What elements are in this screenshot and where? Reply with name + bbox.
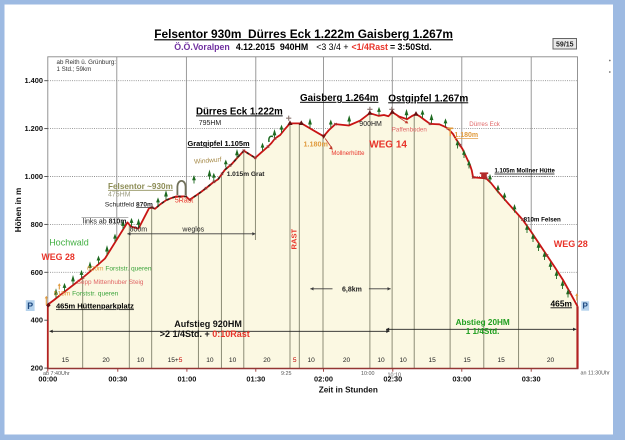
svg-text:03:30: 03:30 [522,375,541,384]
svg-text:Ostgipfel 1.267m: Ostgipfel 1.267m [388,93,468,104]
svg-text:RAST: RAST [290,228,299,249]
svg-text:Dürres Eck: Dürres Eck [469,121,501,128]
svg-text:Paffenboden: Paffenboden [392,126,428,133]
svg-text:15: 15 [62,357,70,364]
svg-text:02:00: 02:00 [314,375,333,384]
svg-text:5Rast: 5Rast [175,198,193,205]
svg-text:810m Felsen: 810m Felsen [524,216,561,223]
svg-text:10:00: 10:00 [361,371,375,377]
svg-text:P: P [27,301,33,311]
svg-text:620m Forststr. queren: 620m Forststr. queren [87,265,152,272]
svg-text:465m: 465m [551,298,572,308]
svg-text:Sepp Mittenhuber Steig: Sepp Mittenhuber Steig [77,279,144,286]
svg-text:Felsentor 930m Dürres Eck 1.2: Felsentor 930m Dürres Eck 1.222m Gaisber… [154,27,453,41]
svg-text:ab 7:40Uhr: ab 7:40Uhr [43,371,70,377]
svg-text:1.400: 1.400 [25,76,44,85]
svg-text:465m Hüttenparkplatz: 465m Hüttenparkplatz [56,301,134,310]
svg-text:00:30: 00:30 [108,375,127,384]
svg-text:400: 400 [31,316,43,325]
svg-text:515m Forststr. queren: 515m Forststr. queren [54,290,119,297]
svg-text:800: 800 [31,220,43,229]
svg-text:Hochwald: Hochwald [49,238,89,248]
svg-text:WEG 14: WEG 14 [369,140,407,151]
svg-text:10:10: 10:10 [388,373,402,379]
svg-text:795HM: 795HM [199,120,222,127]
svg-text:15: 15 [429,357,437,364]
svg-text:900HM: 900HM [359,121,382,128]
svg-text:Abstieg 20HM: Abstieg 20HM [456,318,510,327]
svg-text:Gaisberg 1.264m: Gaisberg 1.264m [300,93,379,104]
svg-text:800m: 800m [130,227,148,234]
svg-text:15+5: 15+5 [168,357,183,364]
svg-text:20: 20 [547,357,555,364]
svg-text:WEG 28: WEG 28 [554,239,588,249]
svg-text:1.015m Grat: 1.015m Grat [227,171,266,178]
svg-text:1.180m: 1.180m [454,132,478,139]
svg-text:1 Std.; 59km: 1 Std.; 59km [57,66,92,73]
svg-text:00:00: 00:00 [38,375,57,384]
svg-text:10: 10 [206,357,214,364]
svg-text:9:25: 9:25 [281,371,292,377]
svg-text:Höhen in m: Höhen in m [14,188,23,233]
svg-text:1.200: 1.200 [25,124,44,133]
svg-text:ab Reith ü. Grünburg:: ab Reith ü. Grünburg: [57,59,117,66]
svg-text:Mollnerhütte: Mollnerhütte [331,151,365,157]
svg-text:15: 15 [463,357,471,364]
svg-text:10: 10 [137,357,145,364]
svg-text:1 1/4Std.: 1 1/4Std. [466,327,500,336]
svg-text:1.000: 1.000 [25,172,44,181]
svg-text:WEG 28: WEG 28 [42,252,75,262]
svg-text:15: 15 [498,357,506,364]
svg-text:Schuttfeld 870m: Schuttfeld 870m [105,201,153,208]
svg-text:03:00: 03:00 [452,375,471,384]
svg-text:1.105m Mollner Hütte: 1.105m Mollner Hütte [495,168,556,174]
svg-text:Dürres Eck 1.222m: Dürres Eck 1.222m [196,106,283,117]
svg-text:02:30: 02:30 [383,375,402,384]
svg-text:1.180m: 1.180m [304,139,328,148]
svg-text:P: P [583,302,589,311]
svg-text:6,8km: 6,8km [342,286,362,293]
svg-text:weglos: weglos [181,227,204,234]
svg-text:10: 10 [400,357,408,364]
svg-text:Zeit in Stunden: Zeit in Stunden [319,386,378,395]
svg-text:5: 5 [293,357,297,364]
svg-text:10: 10 [229,357,237,364]
svg-text:01:30: 01:30 [246,375,265,384]
svg-text:10: 10 [308,357,316,364]
svg-text:Gratgipfel 1.105m: Gratgipfel 1.105m [188,139,250,148]
svg-text:Windwurf: Windwurf [194,156,222,165]
svg-text:an 11:30Uhr: an 11:30Uhr [581,371,610,377]
svg-text:>2 1/4Std. + 0:10Rast: >2 1/4Std. + 0:10Rast [160,329,250,339]
svg-text:10: 10 [377,357,385,364]
svg-text:20: 20 [343,357,351,364]
svg-text:01:00: 01:00 [177,375,196,384]
svg-text:20: 20 [102,357,110,364]
svg-text:Felsentor ~930m: Felsentor ~930m [108,182,173,191]
svg-text:600: 600 [31,268,43,277]
svg-text:200: 200 [31,364,43,373]
svg-text:59/15: 59/15 [556,42,574,49]
svg-text:Aufstieg 920HM: Aufstieg 920HM [174,319,242,329]
svg-text:links ab 810m: links ab 810m [83,219,127,226]
svg-text:475HM: 475HM [108,192,131,199]
svg-text:20: 20 [263,357,271,364]
